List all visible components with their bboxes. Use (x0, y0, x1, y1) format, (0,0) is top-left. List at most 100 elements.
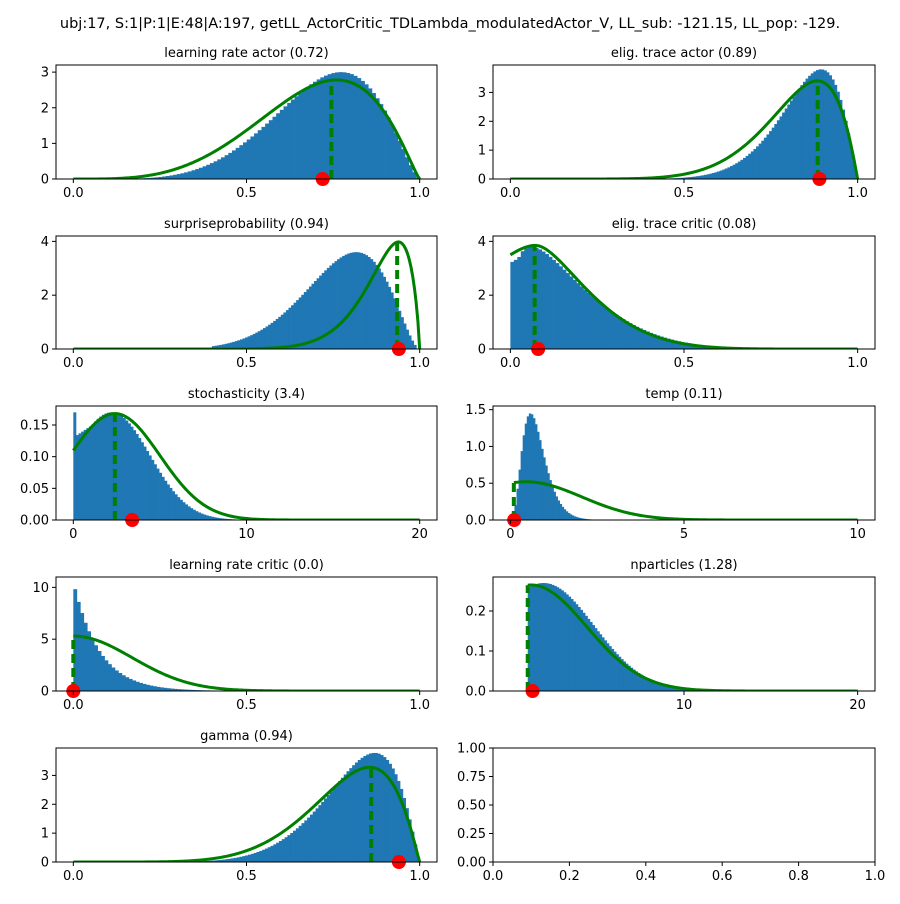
histogram-bar (104, 660, 108, 691)
histogram-bar (263, 328, 266, 349)
histogram-bar (154, 464, 157, 520)
histogram-bar (201, 514, 204, 520)
histogram-bar (583, 290, 587, 349)
x-tick-label: 10 (849, 527, 866, 542)
histogram-bar (177, 174, 181, 179)
histogram-bar (221, 157, 225, 179)
histogram-bar (250, 335, 253, 349)
histogram-bar (245, 855, 248, 862)
x-tick-label: 0.0 (500, 186, 521, 201)
histogram-bar (301, 295, 304, 349)
x-tick-label: 5 (680, 527, 688, 542)
subplot-title: learning rate critic (0.0) (169, 558, 324, 573)
histogram-bar (164, 481, 167, 520)
histogram-bar (800, 85, 803, 179)
histogram-bar (545, 254, 549, 349)
histogram-bar (129, 679, 133, 691)
y-tick-label: 3 (41, 66, 49, 81)
histogram-bar (562, 270, 566, 349)
histogram-bar (304, 820, 307, 862)
histogram-bar (177, 497, 180, 520)
histogram-bar (738, 162, 741, 179)
histogram-bar (780, 116, 783, 179)
histogram-bar (268, 325, 271, 349)
histogram-bar (288, 308, 291, 349)
y-tick-label: 4 (41, 235, 49, 250)
x-tick-label: 0.5 (674, 356, 695, 371)
histogram-bar (228, 153, 232, 179)
histogram-bar (87, 631, 91, 691)
histogram-bar (293, 831, 296, 862)
histogram-bar (188, 171, 192, 179)
subplot-title: stochasticity (3.4) (188, 387, 305, 402)
histogram-bar (559, 266, 563, 349)
histogram-bar (98, 651, 102, 691)
histogram-bar (111, 668, 115, 691)
histogram-bar (260, 330, 263, 349)
y-tick-label: 2 (41, 101, 49, 116)
histogram-bar (268, 847, 271, 862)
y-tick-label: 0 (478, 173, 486, 188)
histogram-bar (368, 88, 372, 179)
histogram-bar (793, 97, 796, 179)
histogram-bar (337, 259, 340, 349)
histogram-bar (169, 488, 172, 520)
histogram-bar (335, 785, 338, 862)
histogram-bar (524, 248, 528, 349)
histogram-bar (195, 169, 199, 179)
histogram-bar (182, 502, 185, 520)
histogram-bar (766, 134, 769, 179)
histogram-bar (162, 477, 165, 520)
histogram-bar (803, 82, 806, 179)
histogram-bar (735, 163, 738, 179)
histogram-bar (313, 812, 316, 862)
histogram-bar (248, 336, 251, 349)
histogram-bar (291, 305, 294, 349)
histogram-bar (821, 69, 824, 179)
y-tick-label: 0.05 (20, 482, 49, 497)
histogram-bar (517, 257, 521, 349)
y-tick-label: 5 (41, 633, 49, 648)
histogram-bar (180, 173, 184, 179)
plot-area (73, 412, 419, 520)
x-tick-label: 0 (69, 527, 77, 542)
histogram-bar (549, 257, 553, 349)
histogram-bar (97, 419, 100, 520)
histogram-bar (304, 292, 307, 349)
histogram-bar (84, 623, 88, 691)
histogram-bar (208, 516, 211, 520)
histogram-bar (284, 106, 288, 179)
histogram-bar (253, 334, 256, 349)
histogram-bar (390, 125, 394, 179)
histogram-bar (110, 412, 113, 520)
histogram-bar (247, 139, 251, 179)
histogram-bar (86, 428, 89, 520)
histogram-bar (611, 312, 615, 349)
histogram-bar (151, 460, 154, 520)
y-tick-label: 1.00 (457, 742, 486, 757)
subplot-title: learning rate actor (0.72) (164, 46, 328, 61)
plot-area (510, 245, 857, 349)
y-tick-label: 0.00 (20, 514, 49, 529)
x-tick-label: 1.0 (409, 698, 430, 713)
figure-title: ubj:17, S:1|P:1|E:48|A:197, getLL_ActorC… (60, 16, 840, 32)
histogram-bar (376, 98, 380, 179)
histogram-bar (130, 427, 133, 520)
y-tick-label: 0.5 (465, 477, 486, 492)
histogram-bar (547, 583, 550, 691)
histogram-bar (259, 851, 262, 862)
histogram-bar (180, 500, 183, 520)
histogram-bar (99, 417, 102, 520)
histogram-bar (379, 104, 383, 179)
histogram-bar (125, 421, 128, 520)
histogram-bar (615, 315, 619, 349)
histogram-bar (597, 302, 601, 349)
histogram-bar (769, 131, 772, 179)
x-tick-label: 0.5 (236, 186, 257, 201)
histogram-bar (753, 149, 756, 179)
histogram-bar (383, 111, 387, 179)
histogram-bar (287, 835, 290, 862)
